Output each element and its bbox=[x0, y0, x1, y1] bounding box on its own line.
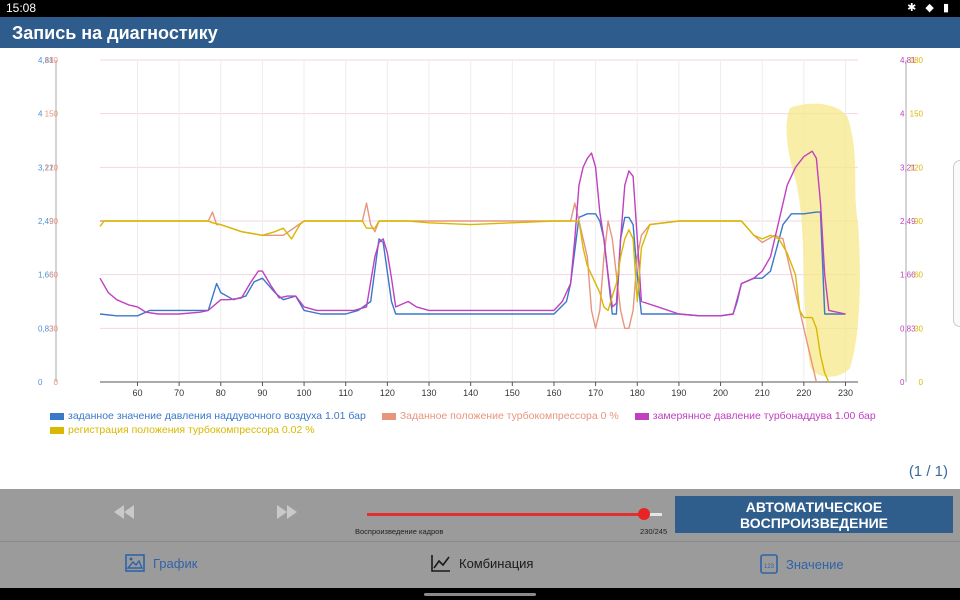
status-bar: 15:08 ✱ ◆ ▮ bbox=[0, 0, 960, 17]
left-axis-tick-a: 2,49 bbox=[38, 217, 54, 226]
x-tick-label: 110 bbox=[339, 388, 353, 398]
legend-swatch bbox=[50, 412, 64, 420]
x-tick-label: 160 bbox=[546, 388, 561, 398]
x-tick-label: 80 bbox=[216, 388, 226, 398]
x-tick-label: 130 bbox=[422, 388, 437, 398]
x-tick-label: 220 bbox=[796, 388, 811, 398]
right-axis-tick-b: 0 bbox=[919, 378, 924, 387]
legend-label: Заданное положение турбокомпрессора 0 % bbox=[399, 410, 619, 422]
x-tick-label: 180 bbox=[630, 388, 645, 398]
left-axis-tick-a: 4 bbox=[38, 110, 43, 119]
legend-swatch bbox=[50, 426, 64, 434]
left-axis-tick-b: 120 bbox=[45, 163, 59, 172]
left-axis-tick-a: 1,66 bbox=[38, 271, 54, 280]
left-axis-tick-a: 0,83 bbox=[38, 324, 54, 333]
bottom-navigation: График Комбинация 123 Значение bbox=[0, 541, 960, 589]
system-nav-bar bbox=[0, 588, 960, 600]
right-axis-tick-b: 60 bbox=[914, 271, 923, 280]
x-tick-label: 210 bbox=[755, 388, 770, 398]
right-axis-tick-a: 4 bbox=[900, 110, 905, 119]
home-gesture-bar[interactable] bbox=[424, 593, 536, 596]
right-axis-tick-b: 30 bbox=[914, 324, 923, 333]
right-axis-tick-a: 0 bbox=[900, 378, 905, 387]
fast-forward-icon bbox=[277, 505, 297, 519]
svg-text:123: 123 bbox=[764, 564, 775, 570]
page-title: Запись на диагностику bbox=[12, 23, 218, 43]
legend-item: Заданное положение турбокомпрессора 0 % bbox=[381, 409, 619, 423]
x-tick-label: 230 bbox=[838, 388, 853, 398]
series-line-2 bbox=[100, 202, 818, 383]
rewind-button[interactable] bbox=[112, 501, 136, 527]
legend-item: замерянное давление турбонаддува 1.00 ба… bbox=[634, 409, 876, 423]
legend-swatch bbox=[634, 412, 649, 420]
x-tick-label: 70 bbox=[174, 388, 184, 398]
x-tick-label: 190 bbox=[671, 388, 686, 398]
x-tick-label: 100 bbox=[297, 388, 312, 398]
right-axis-tick-b: 120 bbox=[910, 163, 924, 172]
x-tick-label: 120 bbox=[380, 388, 395, 398]
nav-combination[interactable]: Комбинация bbox=[431, 554, 533, 572]
nav-combination-label: Комбинация bbox=[459, 555, 534, 571]
legend-label: замерянное давление турбонаддува 1.00 ба… bbox=[652, 410, 876, 422]
chart-area: 60 70 80 90 100 110 120 130 140 150 160 170 180 190 20… bbox=[0, 48, 960, 440]
image-icon bbox=[125, 554, 145, 572]
left-axis-tick-a: 3,21 bbox=[38, 163, 54, 172]
frame-slider-label: Воспроизведение кадров bbox=[355, 527, 444, 536]
status-time: 15:08 bbox=[6, 1, 37, 15]
series-line-3 bbox=[99, 150, 846, 317]
legend-label: регистрация положения турбокомпрессора 0… bbox=[68, 424, 315, 436]
app-bar: Запись на диагностику bbox=[0, 17, 960, 48]
nav-value[interactable]: 123 Значение bbox=[760, 554, 844, 574]
numeric-icon: 123 bbox=[760, 554, 778, 574]
fast-forward-button[interactable] bbox=[275, 501, 299, 527]
x-tick-label: 60 bbox=[132, 388, 142, 398]
x-tick-label: 200 bbox=[713, 388, 728, 398]
right-axis-tick-a: 2,49 bbox=[900, 217, 916, 226]
right-axis-tick-a: 0,83 bbox=[900, 324, 916, 333]
nav-graph-label: График bbox=[153, 555, 198, 571]
playback-controls: Воспроизведение кадров 230/245 АВТОМАТИЧ… bbox=[0, 489, 960, 541]
frame-slider[interactable] bbox=[367, 508, 662, 520]
status-icons: ✱ ◆ ▮ bbox=[907, 1, 952, 14]
left-axis-tick-b: 90 bbox=[49, 217, 58, 226]
nav-value-label: Значение bbox=[786, 556, 844, 572]
auto-play-button[interactable]: АВТОМАТИЧЕСКОЕ ВОСПРОИЗВЕДЕНИЕ bbox=[675, 496, 953, 533]
right-axis-tick-b: 90 bbox=[914, 217, 923, 226]
frame-slider-fill bbox=[367, 513, 644, 516]
x-tick-label: 90 bbox=[257, 388, 267, 398]
side-drawer-handle[interactable] bbox=[953, 160, 960, 327]
legend-label: заданное значение давления наддувочного … bbox=[68, 410, 366, 422]
left-axis-tick-b: 60 bbox=[49, 271, 58, 280]
left-axis-tick-b: 30 bbox=[49, 324, 58, 333]
right-axis-tick-a: 4,81 bbox=[900, 56, 916, 65]
line-chart: 60 70 80 90 100 110 120 130 140 150 160 170 180 190 20… bbox=[38, 56, 924, 398]
legend-swatch bbox=[381, 412, 396, 420]
left-axis-tick-a: 4,81 bbox=[38, 56, 54, 65]
series-line-1 bbox=[99, 211, 846, 317]
line-chart-icon bbox=[431, 555, 450, 572]
right-axis-tick-b: 150 bbox=[910, 110, 924, 119]
x-tick-label: 140 bbox=[463, 388, 478, 398]
page-indicator: (1 / 1) bbox=[908, 463, 948, 480]
rewind-icon bbox=[114, 505, 134, 519]
frame-counter: 230/245 bbox=[640, 527, 668, 536]
left-axis-tick-b: 0 bbox=[54, 378, 59, 387]
x-tick-label: 150 bbox=[505, 388, 520, 398]
series-line-4 bbox=[99, 220, 830, 383]
bluetooth-icon: ✱ bbox=[907, 2, 920, 14]
nav-graph[interactable]: График bbox=[125, 554, 197, 572]
left-axis-tick-a: 0 bbox=[38, 378, 43, 387]
right-axis-tick-a: 3,21 bbox=[900, 163, 916, 172]
legend-item: регистрация положения турбокомпрессора 0… bbox=[50, 423, 315, 437]
x-tick-label: 170 bbox=[588, 388, 603, 398]
left-axis-tick-b: 150 bbox=[45, 110, 59, 119]
battery-icon: ▮ bbox=[942, 2, 952, 14]
right-axis-tick-a: 1,66 bbox=[900, 271, 916, 280]
legend-item: заданное значение давления наддувочного … bbox=[50, 409, 366, 423]
frame-slider-thumb[interactable] bbox=[637, 508, 650, 520]
chart-legend: заданное значение давления наддувочного … bbox=[50, 409, 910, 437]
wifi-icon: ◆ bbox=[925, 2, 937, 14]
left-axis-tick-b: 180 bbox=[45, 56, 59, 65]
right-axis-tick-b: 180 bbox=[910, 56, 924, 65]
